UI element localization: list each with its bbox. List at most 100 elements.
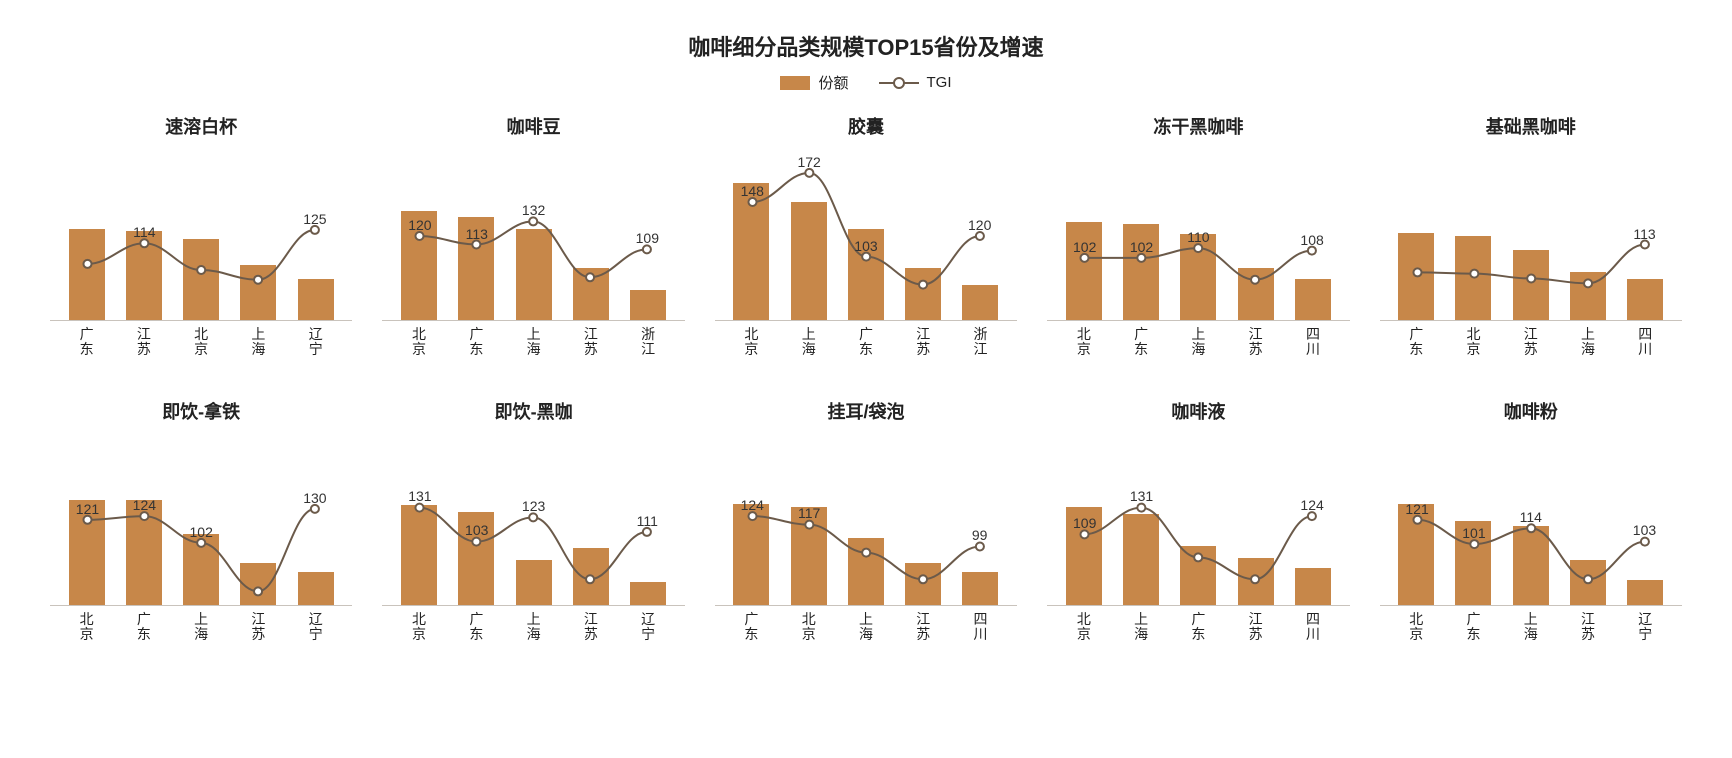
x-tick: 北京 — [791, 612, 827, 643]
x-axis: 北京广东上海江苏辽宁 — [50, 606, 352, 643]
x-tick: 广东 — [1123, 327, 1159, 358]
legend-swatch-line — [879, 82, 919, 84]
panel: 冻干黑咖啡102102110108北京广东上海江苏四川 — [1047, 113, 1349, 358]
x-tick: 北京 — [733, 327, 769, 358]
x-tick: 四川 — [1627, 327, 1663, 358]
tgi-label: 102 — [190, 523, 213, 539]
tgi-label: 102 — [1073, 239, 1096, 255]
plot-area: 109131124 — [1047, 436, 1349, 606]
tgi-label: 132 — [522, 202, 545, 218]
panel: 咖啡液 109131124 北京上海广东江苏四川 — [1047, 398, 1349, 643]
x-tick: 上海 — [183, 612, 219, 643]
x-axis: 广东北京江苏上海四川 — [1380, 321, 1682, 358]
plot-area: 148 172 103 120 — [715, 151, 1017, 321]
tgi-label: 103 — [1633, 522, 1656, 538]
tgi-label: 111 — [637, 513, 658, 529]
plot-area: 114125 — [50, 151, 352, 321]
x-tick: 广东 — [458, 612, 494, 643]
tgi-label: 108 — [1300, 231, 1323, 247]
x-axis: 北京广东上海江苏浙江 — [382, 321, 684, 358]
tgi-label: 117 — [798, 505, 820, 521]
x-axis: 北京广东上海江苏辽宁 — [382, 606, 684, 643]
x-tick: 江苏 — [1570, 612, 1606, 643]
plot-area: 121 101 114 103 — [1380, 436, 1682, 606]
x-tick: 广东 — [733, 612, 769, 643]
page-title: 咖啡细分品类规模TOP15省份及增速 — [50, 30, 1682, 62]
x-tick: 北京 — [1066, 612, 1102, 643]
x-tick: 北京 — [1066, 327, 1102, 358]
x-tick: 上海 — [1513, 612, 1549, 643]
x-tick: 广东 — [848, 327, 884, 358]
panel: 即饮-拿铁121124102130北京广东上海江苏辽宁 — [50, 398, 352, 643]
tgi-label: 121 — [76, 500, 99, 516]
tgi-label: 103 — [465, 522, 488, 538]
x-tick: 上海 — [516, 612, 552, 643]
x-tick: 江苏 — [126, 327, 162, 358]
panel-title: 即饮-黑咖 — [382, 398, 684, 424]
tgi-label: 109 — [636, 230, 659, 246]
legend-label-bar: 份额 — [818, 72, 848, 93]
tgi-label: 124 — [133, 497, 156, 513]
tgi-label: 114 — [1520, 509, 1542, 525]
tgi-labels: 131103123111 — [382, 436, 684, 606]
x-tick: 江苏 — [1238, 612, 1274, 643]
tgi-label: 120 — [408, 217, 431, 233]
tgi-labels: 121124102130 — [50, 436, 352, 606]
x-tick: 江苏 — [1513, 327, 1549, 358]
plot-area: 113 — [1380, 151, 1682, 321]
panel: 速溶白杯 114125广东江苏北京上海辽宁 — [50, 113, 352, 358]
x-tick: 北京 — [401, 612, 437, 643]
tgi-labels: 124 117 99 — [715, 436, 1017, 606]
x-tick: 四川 — [1295, 327, 1331, 358]
tgi-label: 124 — [741, 497, 764, 513]
tgi-label: 110 — [1187, 229, 1209, 245]
tgi-label: 120 — [968, 217, 991, 233]
tgi-label: 124 — [1300, 497, 1323, 513]
tgi-label: 109 — [1073, 515, 1096, 531]
x-tick: 上海 — [1123, 612, 1159, 643]
legend-item-bar: 份额 — [780, 72, 848, 93]
tgi-label: 121 — [1405, 500, 1428, 516]
panel-title: 冻干黑咖啡 — [1047, 113, 1349, 139]
x-tick: 上海 — [848, 612, 884, 643]
panel: 咖啡粉121101114103北京广东上海江苏辽宁 — [1380, 398, 1682, 643]
x-tick: 四川 — [962, 612, 998, 643]
x-tick: 北京 — [183, 327, 219, 358]
x-tick: 北京 — [1455, 327, 1491, 358]
tgi-label: 103 — [854, 237, 877, 253]
panel-title: 咖啡液 — [1047, 398, 1349, 424]
tgi-label: 172 — [797, 154, 820, 170]
tgi-label: 148 — [741, 183, 764, 199]
x-axis: 北京上海广东江苏浙江 — [715, 321, 1017, 358]
tgi-label: 99 — [972, 527, 988, 543]
x-tick: 上海 — [240, 327, 276, 358]
panel-title: 即饮-拿铁 — [50, 398, 352, 424]
panel-title: 速溶白杯 — [50, 113, 352, 139]
tgi-labels: 102102110108 — [1047, 151, 1349, 321]
tgi-label: 101 — [1462, 525, 1485, 541]
x-axis: 广东江苏北京上海辽宁 — [50, 321, 352, 358]
x-tick: 江苏 — [905, 327, 941, 358]
panel-grid: 速溶白杯114125广东江苏北京上海辽宁咖啡豆120113132109北京广东上… — [50, 113, 1682, 643]
x-tick: 浙江 — [630, 327, 666, 358]
tgi-labels: 120113132109 — [382, 151, 684, 321]
legend-label-line: TGI — [927, 74, 952, 91]
x-tick: 北京 — [1398, 612, 1434, 643]
tgi-labels: 113 — [1380, 151, 1682, 321]
panel: 即饮-黑咖 131103123111北京广东上海江苏辽宁 — [382, 398, 684, 643]
x-tick: 广东 — [1180, 612, 1216, 643]
panel: 基础黑咖啡113广东北京江苏上海四川 — [1380, 113, 1682, 358]
x-tick: 广东 — [1455, 612, 1491, 643]
x-tick: 辽宁 — [630, 612, 666, 643]
legend: 份额 TGI — [50, 72, 1682, 93]
x-tick: 上海 — [516, 327, 552, 358]
x-tick: 江苏 — [1238, 327, 1274, 358]
x-tick: 四川 — [1295, 612, 1331, 643]
panel: 咖啡豆120113132109北京广东上海江苏浙江 — [382, 113, 684, 358]
tgi-labels: 121 101 114 103 — [1380, 436, 1682, 606]
tgi-label: 125 — [303, 211, 326, 227]
x-tick: 江苏 — [573, 327, 609, 358]
x-tick: 广东 — [69, 327, 105, 358]
x-tick: 上海 — [1570, 327, 1606, 358]
panel-title: 咖啡粉 — [1380, 398, 1682, 424]
